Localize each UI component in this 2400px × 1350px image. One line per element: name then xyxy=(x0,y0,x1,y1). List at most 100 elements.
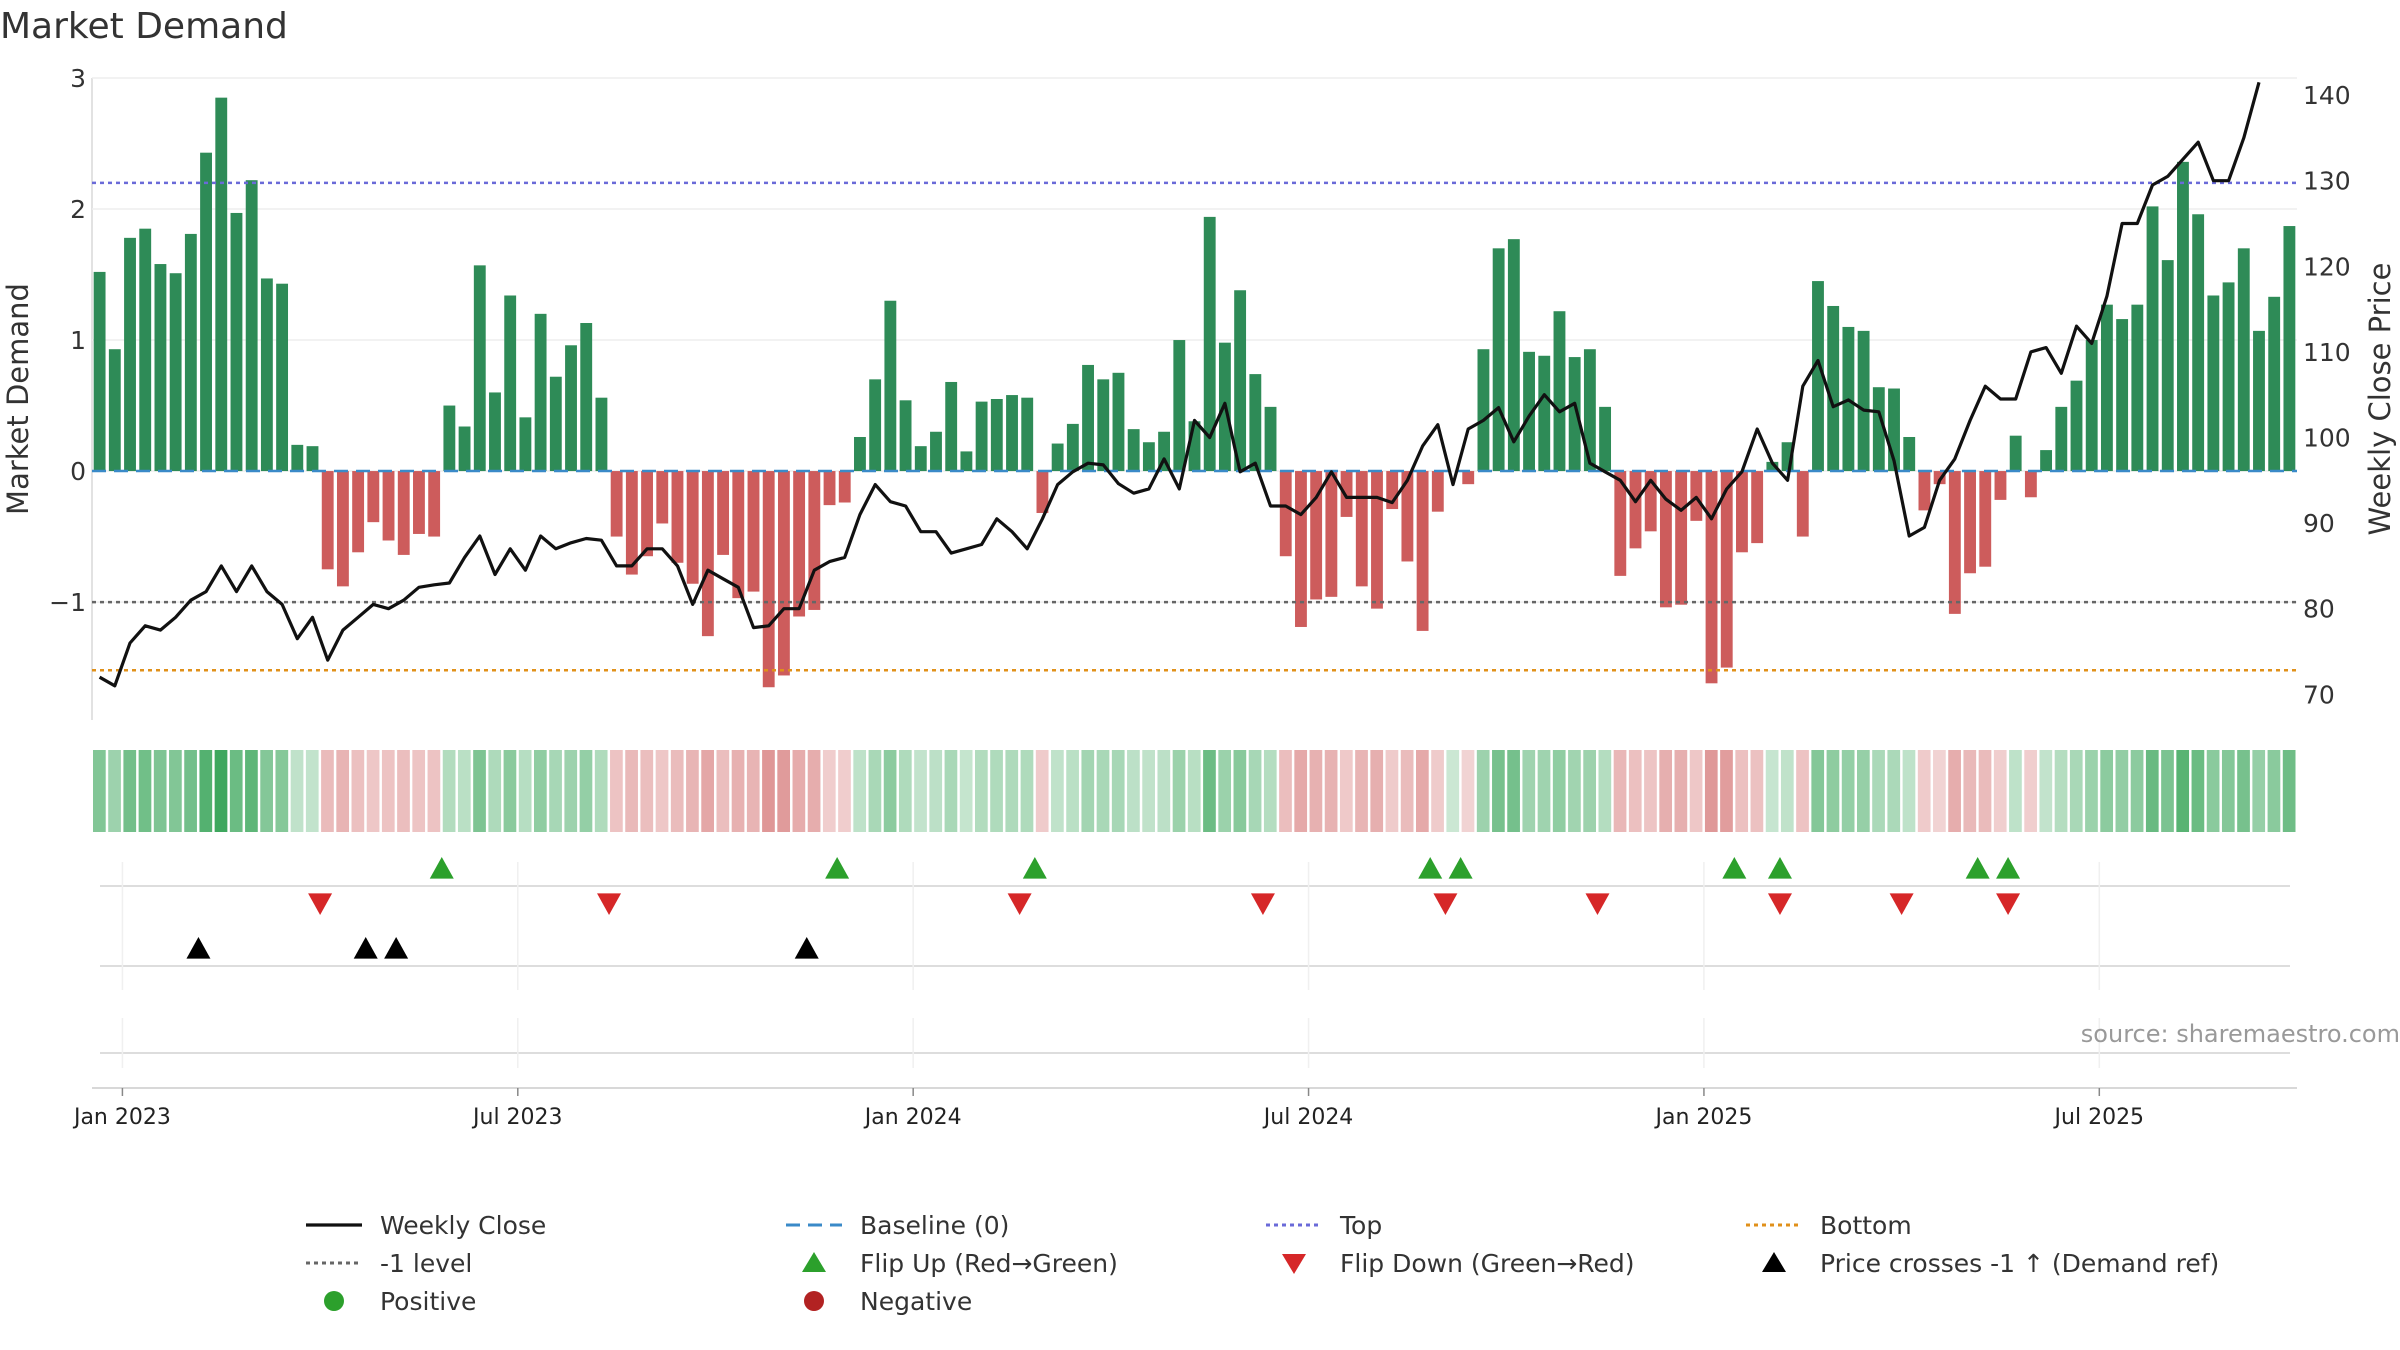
demand-bar-negative xyxy=(1401,471,1414,562)
legend-label: Top xyxy=(1340,1210,1383,1240)
demand-bar-negative xyxy=(1751,471,1764,544)
heat-strip-cell xyxy=(1826,750,1840,832)
demand-bar-positive xyxy=(489,392,501,472)
demand-bar-positive xyxy=(2253,330,2265,472)
heat-strip-cell xyxy=(245,750,258,832)
heat-strip-cell xyxy=(1446,750,1460,832)
legend: Weekly Close Baseline (0) Top Bottom -1 leve… xyxy=(300,1210,2250,1316)
demand-bar-negative xyxy=(1355,471,1368,587)
legend-item: Weekly Close xyxy=(300,1210,780,1240)
demand-bar-positive xyxy=(2009,435,2022,472)
demand-bar-positive xyxy=(1082,364,1094,472)
demand-bar-negative xyxy=(336,471,349,587)
demand-bar-positive xyxy=(914,446,927,472)
heat-strip-cell xyxy=(1142,750,1155,832)
heat-strip-cell xyxy=(1416,750,1429,832)
heat-strip-cell xyxy=(1568,750,1581,832)
demand-bar-negative xyxy=(686,471,699,584)
demand-bar-negative xyxy=(747,471,760,592)
demand-bar-negative xyxy=(777,471,790,676)
flip-down-marker xyxy=(308,893,333,915)
heat-strip-cell xyxy=(1917,750,1931,832)
demand-bar-positive xyxy=(1188,421,1201,472)
price-cross-marker xyxy=(186,937,211,959)
legend-label: Baseline (0) xyxy=(860,1210,1010,1240)
demand-bar-positive xyxy=(1888,388,1900,472)
heat-strip-cell xyxy=(534,750,547,832)
legend-key-tri-down-red xyxy=(1260,1248,1328,1278)
heat-strip-cell xyxy=(1127,750,1140,832)
demand-bar-positive xyxy=(2100,304,2113,472)
legend-key-dot-gray xyxy=(300,1248,368,1278)
legend-item: Flip Down (Green→Red) xyxy=(1260,1248,1740,1278)
heat-strip-cell xyxy=(336,750,350,832)
demand-bar-positive xyxy=(1158,431,1171,472)
legend-item: Negative xyxy=(780,1286,1260,1316)
demand-bar-positive xyxy=(519,417,532,472)
demand-bar-positive xyxy=(1264,406,1277,472)
demand-bar-positive xyxy=(1781,442,1794,472)
demand-bar-negative xyxy=(397,471,410,555)
demand-bar-positive xyxy=(1857,330,1870,472)
heat-strip-cell xyxy=(975,750,988,832)
heat-strip-cell xyxy=(990,750,1003,832)
flip-up-marker xyxy=(1418,857,1443,879)
heat-strip-cell xyxy=(397,750,410,832)
heat-strip-cell xyxy=(1872,750,1885,832)
legend-key-dash-blue xyxy=(780,1210,848,1240)
heat-strip-cell xyxy=(1309,750,1323,832)
demand-bar-negative xyxy=(701,471,714,637)
legend-label: Positive xyxy=(380,1286,477,1316)
heat-strip-cell xyxy=(229,750,243,832)
demand-bar-negative xyxy=(641,471,653,557)
heat-strip-cell xyxy=(1218,750,1232,832)
heat-strip-cell xyxy=(381,750,395,832)
heat-strip-cell xyxy=(457,750,471,832)
legend-item: Bottom xyxy=(1740,1210,2250,1240)
demand-bar-negative xyxy=(717,471,730,555)
demand-bar-positive xyxy=(1203,216,1216,472)
legend-key-circle-green xyxy=(300,1286,368,1316)
flip-up-marker xyxy=(1022,857,1047,879)
demand-bar-positive xyxy=(595,397,608,472)
heat-strip-cell xyxy=(1020,750,1034,832)
legend-label: -1 level xyxy=(380,1248,473,1278)
demand-bar-negative xyxy=(367,471,380,523)
heat-strip-cell xyxy=(138,750,152,832)
heat-strip-cell xyxy=(838,750,851,832)
demand-bar-positive xyxy=(1583,349,1596,472)
flip-down-marker xyxy=(1433,893,1458,915)
demand-bar-positive xyxy=(124,237,136,472)
demand-bar-positive xyxy=(2040,450,2053,472)
heat-strip-cell xyxy=(1841,750,1855,832)
heat-strip-cell xyxy=(1385,750,1399,832)
demand-bar-positive xyxy=(2055,406,2068,472)
y2-tick-label: 140 xyxy=(2303,81,2351,110)
heat-strip-cell xyxy=(93,750,106,832)
heat-strip-cell xyxy=(412,750,426,832)
demand-bar-positive xyxy=(549,376,562,472)
demand-bar-negative xyxy=(1964,471,1976,574)
heat-strip-cell xyxy=(1051,750,1064,832)
x-tick-label: Jul 2024 xyxy=(1262,1105,1354,1130)
heat-strip-cell xyxy=(564,750,578,832)
demand-bar-negative xyxy=(1644,471,1657,532)
demand-bar-negative xyxy=(1994,471,2007,500)
demand-bar-positive xyxy=(1006,395,1018,472)
heat-strip-cell xyxy=(914,750,927,832)
heat-strip-cell xyxy=(1598,750,1612,832)
demand-bar-negative xyxy=(1736,471,1748,553)
heat-strip-cell xyxy=(1233,750,1247,832)
y2-tick-label: 100 xyxy=(2303,424,2351,453)
demand-bar-positive xyxy=(1127,429,1140,472)
heat-strip-cell xyxy=(1461,750,1475,832)
legend-item: Price crosses -1 ↑ (Demand ref) xyxy=(1740,1248,2250,1278)
demand-bar-negative xyxy=(1720,471,1733,668)
demand-bar-negative xyxy=(1279,471,1292,557)
demand-bar-positive xyxy=(245,180,258,472)
legend-label: Flip Down (Green→Red) xyxy=(1340,1248,1635,1278)
demand-bar-positive xyxy=(580,323,593,472)
flip-up-marker xyxy=(1722,857,1747,879)
heat-strip-cell xyxy=(1780,750,1794,832)
demand-bar-positive xyxy=(534,313,547,472)
